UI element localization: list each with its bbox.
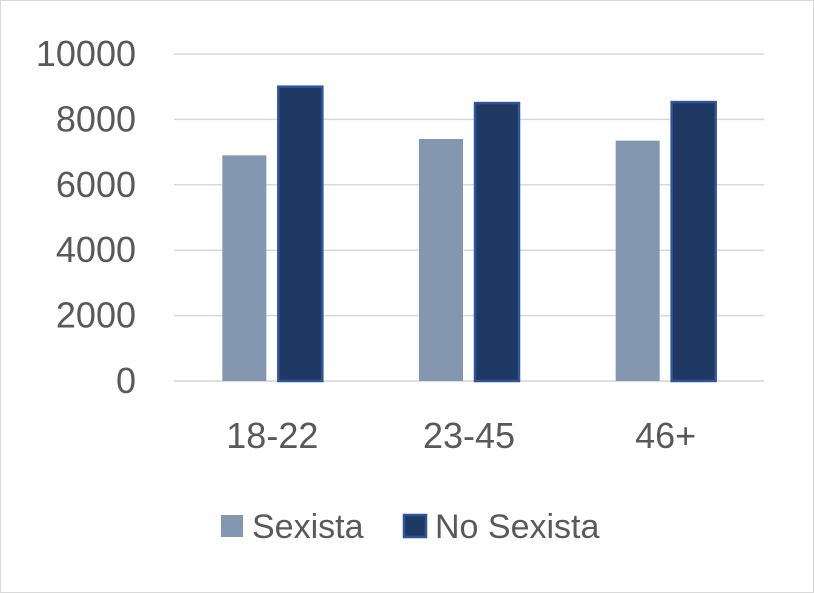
legend-swatch-sexista (221, 515, 243, 537)
gridlines (174, 53, 764, 382)
x-axis-ticks: 18-22 23-45 46+ (226, 415, 696, 456)
legend-label-no-sexista: No Sexista (435, 508, 599, 546)
y-tick-label: 0 (116, 360, 136, 401)
x-tick-label: 46+ (635, 415, 696, 456)
legend: Sexista No Sexista (221, 508, 599, 546)
y-tick-label: 10000 (36, 33, 136, 74)
legend-label-sexista: Sexista (252, 508, 364, 546)
x-tick-label: 18-22 (226, 415, 318, 456)
y-tick-label: 4000 (56, 229, 136, 270)
x-tick-label: 23-45 (423, 415, 515, 456)
bars (222, 85, 717, 383)
bar-sexista-18-22 (222, 155, 267, 381)
bar-no-sexista-18-22 (277, 85, 324, 383)
y-axis-ticks: 0 2000 4000 6000 8000 10000 (36, 33, 136, 401)
y-tick-label: 6000 (56, 164, 136, 205)
bar-sexista-46+ (615, 140, 660, 381)
legend-swatch-no-sexista (402, 513, 428, 539)
bar-no-sexista-23-45 (473, 101, 521, 383)
bar-no-sexista-46+ (670, 100, 717, 383)
y-tick-label: 2000 (56, 295, 136, 336)
bar-sexista-23-45 (419, 139, 463, 381)
y-tick-label: 8000 (56, 98, 136, 139)
